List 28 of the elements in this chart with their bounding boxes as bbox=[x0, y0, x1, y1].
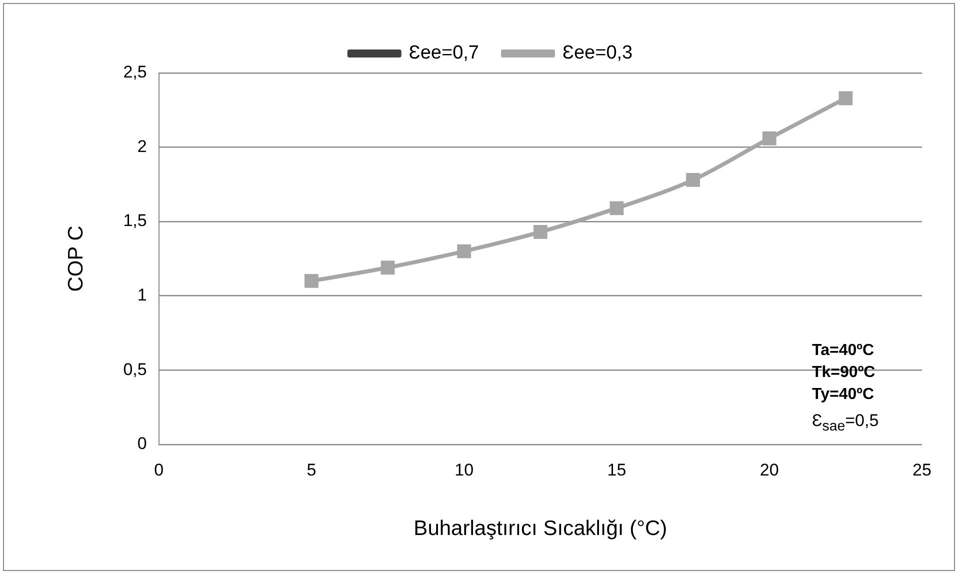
annotation: Ɛ$_{sae}$=0,5 bbox=[812, 410, 879, 436]
y-tick-label: 1 bbox=[137, 286, 147, 305]
annotation: Ty=40ºC bbox=[812, 385, 876, 405]
x-tick-label: 10 bbox=[454, 460, 474, 480]
annotation: Ta=40ºC bbox=[812, 341, 876, 361]
y-tick-label: 2,5 bbox=[123, 62, 147, 82]
x-tick-label: 20 bbox=[760, 460, 779, 480]
x-tick-label: 25 bbox=[912, 460, 932, 480]
y-axis-title: COP C bbox=[64, 226, 88, 292]
x-tick-label: 15 bbox=[607, 460, 626, 480]
legend-label: Ɛee=0,3 bbox=[562, 42, 633, 64]
x-tick-label: 5 bbox=[306, 460, 316, 480]
annotation: Tk=90ºC bbox=[812, 363, 876, 383]
legend-label: Ɛee=0,7 bbox=[408, 42, 480, 64]
point bbox=[533, 225, 548, 239]
y-tick-label: 1,5 bbox=[123, 211, 147, 230]
y-tick-label: 0 bbox=[137, 434, 147, 454]
point bbox=[610, 201, 624, 216]
point bbox=[838, 91, 853, 106]
point bbox=[380, 260, 395, 275]
point bbox=[762, 131, 776, 146]
x-tick-label: 0 bbox=[154, 460, 164, 480]
point bbox=[304, 274, 318, 288]
y-tick-label: 2 bbox=[137, 136, 147, 156]
y-tick-label: 0,5 bbox=[123, 360, 147, 379]
point bbox=[457, 244, 472, 258]
point bbox=[686, 173, 700, 187]
x-axis-title: Buharlaştırıcı Sıcaklığı (°C) bbox=[414, 517, 668, 540]
